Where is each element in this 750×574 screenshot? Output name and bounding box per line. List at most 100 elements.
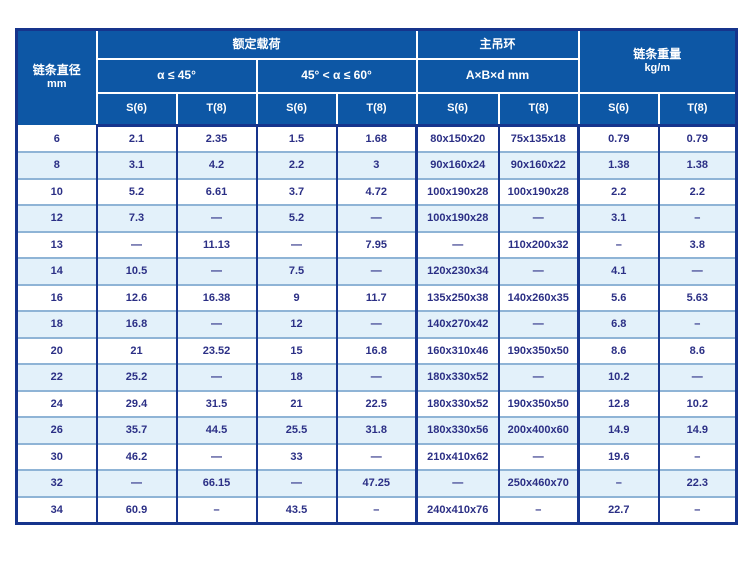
value-cell: 22.5 [335, 389, 417, 417]
value-cell: 240x410x76 [415, 495, 499, 523]
value-cell: – [497, 495, 579, 523]
value-cell: 0.79 [577, 125, 659, 152]
header-group-row: 链条直径 mm 额定载荷 主吊环 链条重量 kg/m [15, 28, 738, 127]
value-cell: 75x135x18 [497, 125, 579, 152]
diameter-cell: 24 [16, 389, 97, 417]
value-cell: 4.2 [175, 151, 257, 179]
value-cell: 1.68 [335, 125, 417, 152]
diameter-cell: 12 [16, 204, 97, 232]
diameter-cell: 18 [16, 310, 97, 338]
value-cell: 4.1 [577, 257, 659, 285]
value-cell: 12.6 [95, 283, 177, 311]
value-cell: — [497, 310, 579, 338]
chain-spec-table-container: 链条直径 mm 额定载荷 主吊环 链条重量 kg/m α ≤ 45° 45° <… [15, 28, 739, 525]
table-row: 13—11.13—7.95—110x200x32–3.8 [16, 230, 737, 258]
value-cell: 46.2 [95, 442, 177, 470]
value-cell: 35.7 [95, 416, 177, 444]
table-row: 18 16.8—12—140x270x42—6.8– [16, 310, 737, 338]
header-angle-45-60: 45° < α ≤ 60° [255, 57, 418, 94]
table-row: 8 3.1 4.2 2.2 3 90x160x24 90x160x22 1.38 1.38 [16, 151, 737, 179]
value-cell: 22.7 [577, 495, 659, 523]
value-cell: 14.9 [577, 416, 659, 444]
table-body: 6 2.1 2.35 1.5 1.68 80x150x20 75x135x18 0.79 0.7… [16, 125, 737, 523]
table-row: 20 21 23.52 15 16.8 160x310x46 190x350x50 8.6 8.… [16, 336, 737, 364]
diameter-cell: 20 [16, 336, 97, 364]
diameter-cell: 32 [16, 469, 97, 497]
value-cell: 23.52 [175, 336, 257, 364]
header-chain-diameter: 链条直径 mm [15, 28, 98, 127]
value-cell: 15 [255, 336, 337, 364]
value-cell: — [255, 469, 337, 497]
value-cell: 16.8 [335, 336, 417, 364]
header-angle-le45: α ≤ 45° [95, 57, 258, 94]
value-cell: 33 [255, 442, 337, 470]
value-cell: 120x230x34 [415, 257, 499, 285]
value-cell: – [335, 495, 417, 523]
value-cell: — [175, 310, 257, 338]
value-cell: — [175, 363, 257, 391]
value-cell: 190x350x50 [497, 336, 579, 364]
value-cell: — [497, 363, 579, 391]
header-ring-dims: A×B×d mm [415, 57, 580, 94]
value-cell: 10.2 [657, 389, 737, 417]
value-cell: 25.2 [95, 363, 177, 391]
grade-s6-load60: S(6) [255, 91, 338, 127]
value-cell: – [657, 442, 737, 470]
value-cell: — [255, 230, 337, 258]
chain-weight-label: 链条重量 [633, 46, 682, 61]
value-cell: 25.5 [255, 416, 337, 444]
value-cell: 12.8 [577, 389, 659, 417]
value-cell: 135x250x38 [415, 283, 499, 311]
value-cell: 180x330x52 [415, 363, 499, 391]
value-cell: 22.3 [657, 469, 737, 497]
value-cell: — [335, 442, 417, 470]
table-header: 链条直径 mm 额定载荷 主吊环 链条重量 kg/m α ≤ 45° 45° <… [15, 28, 738, 127]
value-cell: 6.8 [577, 310, 659, 338]
value-cell: 10.2 [577, 363, 659, 391]
diameter-cell: 13 [16, 230, 97, 258]
grade-s6-ring: S(6) [415, 91, 500, 127]
value-cell: – [657, 495, 737, 523]
chain-weight-unit: kg/m [644, 61, 671, 74]
value-cell: 210x410x62 [415, 442, 499, 470]
value-cell: 90x160x24 [415, 151, 499, 179]
value-cell: 0.79 [657, 125, 737, 152]
grade-s6-load45: S(6) [95, 91, 178, 127]
value-cell: 6.61 [175, 177, 257, 205]
value-cell: 3 [335, 151, 417, 179]
value-cell: 2.35 [175, 125, 257, 152]
value-cell: — [95, 230, 177, 258]
value-cell: 3.8 [657, 230, 737, 258]
table-row: 16 12.6 16.38 9 11.7 135x250x38 140x260x35 5.6 5… [16, 283, 737, 311]
value-cell: — [497, 257, 579, 285]
value-cell: – [577, 469, 659, 497]
value-cell: 21 [95, 336, 177, 364]
value-cell: 140x270x42 [415, 310, 499, 338]
value-cell: 1.38 [577, 151, 659, 179]
value-cell: 3.1 [95, 151, 177, 179]
diameter-cell: 16 [16, 283, 97, 311]
value-cell: — [335, 257, 417, 285]
diameter-cell: 14 [16, 257, 97, 285]
diameter-cell: 8 [16, 151, 97, 179]
header-grade-row: S(6) T(8) S(6) T(8) S(6) T(8) S(6) T(8) [17, 91, 738, 127]
value-cell: 18 [255, 363, 337, 391]
table-row: 26 35.7 44.5 25.5 31.8 180x330x56 200x400x60 14… [16, 416, 737, 444]
diameter-cell: 10 [16, 177, 97, 205]
value-cell: 5.6 [577, 283, 659, 311]
grade-s6-weight: S(6) [577, 91, 660, 127]
value-cell: — [657, 257, 737, 285]
value-cell: — [175, 257, 257, 285]
value-cell: — [335, 310, 417, 338]
value-cell: 10.5 [95, 257, 177, 285]
value-cell: – [577, 230, 659, 258]
value-cell: 2.2 [255, 151, 337, 179]
value-cell: 12 [255, 310, 337, 338]
table-row: 32—66.15—47.25—250x460x70–22.3 [16, 469, 737, 497]
value-cell: — [95, 469, 177, 497]
value-cell: 4.72 [335, 177, 417, 205]
value-cell: 60.9 [95, 495, 177, 523]
table-row: 22 25.2—18—180x330x52—10.2— [16, 363, 737, 391]
value-cell: 21 [255, 389, 337, 417]
value-cell: – [657, 204, 737, 232]
